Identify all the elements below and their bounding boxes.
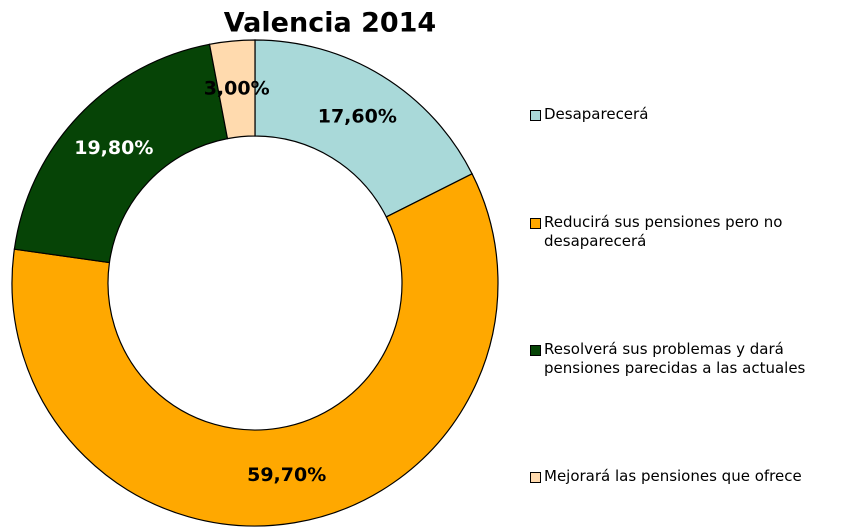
legend-label: Desaparecerá [544,104,649,123]
legend: Desaparecerá Reducirá sus pensiones pero … [530,60,835,530]
data-label: 17,60% [318,105,397,127]
legend-label: Resolverá sus problemas y dará pensiones… [544,339,806,377]
donut-slice [11,172,499,527]
legend-swatch [530,471,541,483]
donut-slice [13,43,229,264]
data-label: 59,70% [247,464,326,486]
chart-title: Valencia 2014 [224,8,436,39]
data-label: 3,00% [204,77,270,99]
legend-swatch [530,344,541,356]
legend-label: Reducirá sus pensiones pero no desaparec… [544,212,783,250]
legend-item: Resolverá sus problemas y dará pensiones… [530,340,835,378]
legend-item: Mejorará las pensiones que ofrece [530,467,835,486]
donut-slice [208,39,256,140]
legend-item: Reducirá sus pensiones pero no desaparec… [530,213,835,251]
legend-swatch [530,109,541,121]
data-label: 19,80% [74,137,153,159]
legend-item: Desaparecerá [530,105,835,124]
legend-swatch [530,217,541,229]
legend-label: Mejorará las pensiones que ofrece [544,466,802,485]
